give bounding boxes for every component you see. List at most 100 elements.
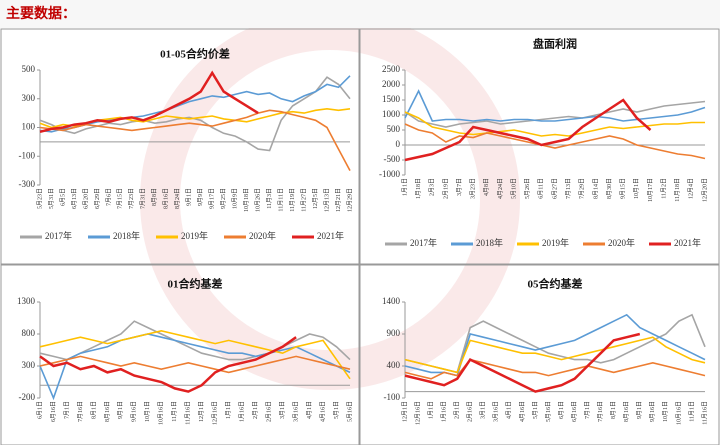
series-line [404, 358, 706, 380]
x-tick-label: 12月20日 [701, 178, 708, 202]
y-tick-label: 400 [387, 360, 401, 370]
series-line [39, 336, 297, 393]
x-tick-label: 8月14日 [592, 178, 599, 199]
x-tick-label: 2月3日 [429, 178, 436, 196]
series-line [404, 98, 652, 162]
chart-title: 05合约基差 [528, 277, 583, 291]
x-tick-label: 11月18日 [674, 178, 681, 202]
x-tick-label: 3月1日 [480, 401, 487, 419]
legend-label: 2019年 [542, 237, 569, 248]
x-tick-label: 4月16日 [319, 401, 326, 422]
legend-label: 2020年 [608, 237, 635, 248]
x-tick-label: 9月1日 [117, 401, 124, 419]
x-tick-label: 12月16日 [212, 401, 219, 425]
series-line [39, 355, 351, 374]
x-tick-label: 4月1日 [306, 401, 313, 419]
series-line [404, 100, 706, 128]
x-tick-label: 1月1日 [427, 401, 434, 419]
x-tick-label: 5月16日 [346, 401, 353, 422]
legend-label: 2017年 [45, 230, 72, 241]
x-tick-label: 3月16日 [493, 401, 500, 422]
y-tick-label: -100 [384, 392, 401, 402]
x-tick-label: 8月1日 [90, 401, 97, 419]
x-tick-label: 1月16日 [239, 401, 246, 422]
x-tick-label: 8月1日 [610, 401, 617, 419]
y-tick-label: 1000 [382, 109, 401, 119]
series-line [404, 123, 706, 160]
header-band [0, 0, 720, 28]
x-tick-label: 6月1日 [36, 401, 43, 419]
x-tick-label: 9月9日 [197, 188, 204, 206]
x-tick-label: 10月1日 [144, 401, 151, 422]
series-line [39, 75, 351, 133]
x-tick-label: 12月5日 [312, 188, 319, 209]
x-tick-label: 3月16日 [292, 401, 299, 422]
x-tick-label: 12月13日 [323, 188, 330, 212]
x-tick-label: 10月1日 [633, 178, 640, 199]
y-tick-label: 2500 [382, 64, 401, 74]
x-tick-label: 6月5日 [59, 188, 66, 206]
x-tick-label: 7月16日 [77, 401, 84, 422]
legend-label: 2017年 [410, 237, 437, 248]
y-tick-label: 500 [387, 124, 401, 134]
x-tick-label: 11月16日 [185, 401, 192, 425]
x-tick-label: 5月1日 [333, 401, 340, 419]
watermark [140, 10, 520, 390]
y-tick-label: -100 [19, 150, 36, 160]
y-tick-label: 300 [22, 93, 36, 103]
y-tick-label: 800 [22, 328, 36, 338]
x-tick-label: 4月24日 [497, 178, 504, 199]
y-tick-label: -300 [19, 179, 36, 189]
x-tick-label: 10月1日 [662, 401, 669, 422]
x-tick-label: 7月16日 [597, 401, 604, 422]
x-tick-label: 6月27日 [551, 178, 558, 199]
y-tick-label: 900 [387, 328, 401, 338]
y-tick-label: 500 [22, 64, 36, 74]
y-tick-label: -500 [384, 154, 401, 164]
x-tick-label: 12月1日 [401, 401, 408, 422]
x-tick-label: 2月1日 [454, 401, 461, 419]
x-tick-label: 11月16日 [701, 401, 708, 425]
x-tick-label: 9月15日 [620, 178, 627, 199]
series-line [39, 109, 351, 171]
legend-label: 2021年 [317, 230, 344, 241]
x-tick-label: 12月16日 [414, 401, 421, 425]
x-tick-label: 9月16日 [649, 401, 656, 422]
x-tick-label: 5月31日 [48, 188, 55, 209]
x-tick-label: 6月16日 [50, 401, 57, 422]
x-tick-label: 7月1日 [63, 401, 70, 419]
x-tick-label: 7月13日 [565, 178, 572, 199]
series-line [404, 332, 641, 393]
x-tick-label: 7月15日 [117, 188, 124, 209]
x-tick-label: 3月23日 [470, 178, 477, 199]
x-tick-label: 8月8日 [151, 188, 158, 206]
x-tick-label: 9月1日 [636, 401, 643, 419]
x-tick-label: 7月1日 [584, 401, 591, 419]
x-tick-label: 12月21日 [335, 188, 342, 212]
x-tick-label: 11月1日 [688, 401, 695, 422]
x-tick-label: 4月16日 [519, 401, 526, 422]
x-tick-label: 11月2日 [660, 178, 667, 199]
series-line [39, 329, 351, 380]
x-tick-label: 11月3日 [266, 188, 273, 209]
legend-label: 2020年 [249, 230, 276, 241]
legend-label: 2021年 [674, 237, 701, 248]
x-tick-label: 5月16日 [545, 401, 552, 422]
x-tick-label: 6月1日 [558, 401, 565, 419]
y-tick-label: 1300 [17, 296, 36, 306]
x-tick-label: 2月16日 [467, 401, 474, 422]
series-line [39, 70, 259, 134]
y-tick-label: -1000 [379, 169, 400, 179]
chart-title: 盘面利润 [533, 37, 577, 51]
x-tick-label: 10月26日 [255, 188, 262, 212]
panel [359, 28, 720, 265]
chart-title: 01-05合约价差 [160, 47, 230, 61]
x-tick-label: 6月11日 [538, 178, 545, 199]
x-tick-label: 9月17日 [209, 188, 216, 209]
x-tick-label: 10月18日 [243, 188, 250, 212]
x-tick-label: 3月7日 [456, 178, 463, 196]
y-tick-label: 300 [22, 360, 36, 370]
x-tick-label: 3月1日 [279, 401, 286, 419]
x-tick-label: 8月16日 [163, 188, 170, 209]
